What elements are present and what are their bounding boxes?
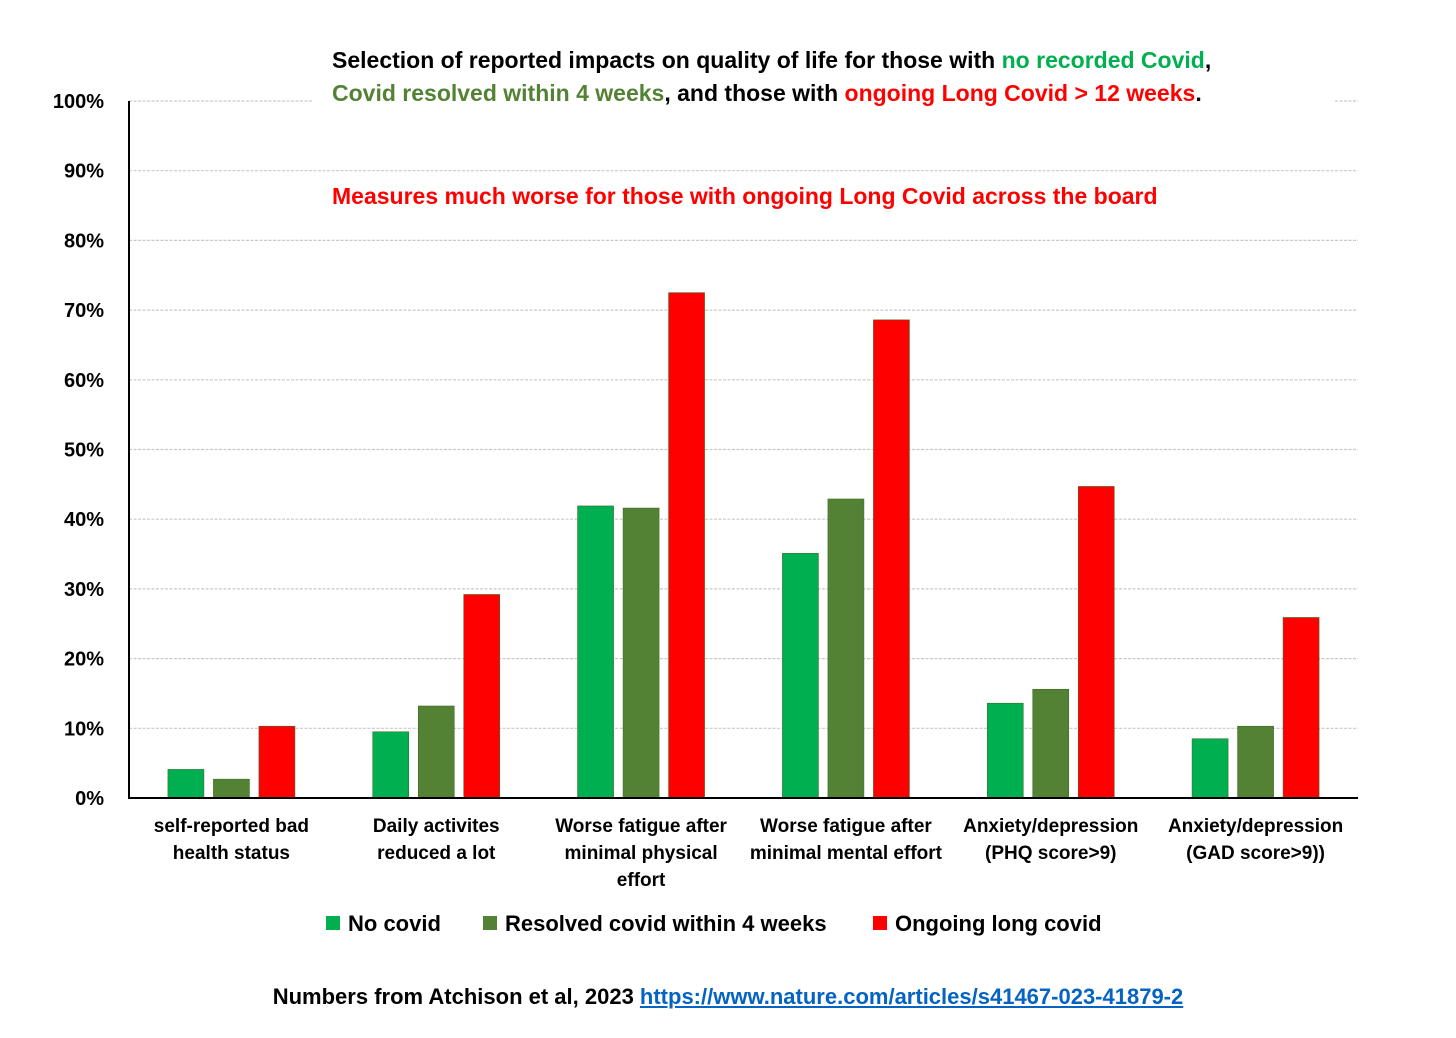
bar-resolved-covid-within-4-weeks — [1032, 688, 1070, 799]
bar-resolved-covid-within-4-weeks — [1237, 725, 1274, 799]
y-tick-label: 100% — [53, 91, 104, 113]
x-tick-label: Daily activites reduced a lot — [336, 813, 536, 867]
title-text-1: Selection of reported impacts on quality… — [332, 47, 1002, 73]
title-no-covid: no recorded Covid — [1001, 47, 1205, 73]
y-tick-label: 80% — [64, 230, 104, 252]
y-tick-label: 90% — [64, 161, 104, 183]
bar-no-covid — [372, 731, 410, 799]
x-tick-label: Anxiety/depression (PHQ score>9) — [951, 813, 1151, 867]
x-tick-label-line: minimal physical — [564, 843, 718, 864]
x-tick-label-line: Worse fatigue after — [555, 816, 727, 837]
title-text-4: . — [1195, 80, 1202, 106]
bar-ongoing-long-covid — [668, 292, 705, 799]
y-tick-label: 50% — [64, 440, 104, 462]
x-tick-label-line: (PHQ score>9) — [985, 843, 1117, 864]
bar-ongoing-long-covid — [1077, 486, 1115, 799]
y-tick-label: 30% — [64, 579, 104, 601]
source-link[interactable]: https://www.nature.com/articles/s41467-0… — [639, 984, 1184, 1009]
bar-no-covid — [782, 553, 819, 799]
chart-subtitle: Measures much worse for those with ongoi… — [332, 183, 1158, 209]
title-text-2: , — [1204, 47, 1212, 73]
x-tick-label-line: Anxiety/depression — [1167, 816, 1344, 837]
x-tick-label-line: self-reported bad — [153, 816, 309, 837]
bar-ongoing-long-covid — [463, 594, 501, 799]
legend-item-ongoing: Ongoing long covid — [873, 911, 1102, 937]
bar-ongoing-long-covid — [873, 319, 910, 799]
y-tick-label: 20% — [64, 649, 104, 671]
y-tick-label: 70% — [64, 300, 104, 322]
x-tick-label-line: reduced a lot — [377, 843, 496, 864]
bar-ongoing-long-covid — [1282, 617, 1320, 799]
bar-ongoing-long-covid — [258, 725, 296, 799]
source-citation: Numbers from Atchison et al, 2023 https:… — [0, 984, 1456, 1010]
x-tick-label-line: (GAD score>9)) — [1186, 843, 1325, 864]
bar-no-covid — [577, 505, 614, 799]
legend-item-no-covid: No covid — [326, 911, 441, 937]
title-ongoing: ongoing Long Covid > 12 weeks — [844, 80, 1196, 106]
x-tick-label-line: health status — [172, 843, 290, 864]
source-text: Numbers from Atchison et al, 2023 — [272, 984, 640, 1009]
bar-no-covid — [986, 702, 1024, 799]
bar-resolved-covid-within-4-weeks — [827, 498, 865, 799]
legend-label-ongoing: Ongoing long covid — [895, 911, 1102, 936]
x-tick-label: self-reported bad health status — [131, 813, 331, 867]
title-resolved: Covid resolved within 4 weeks — [332, 80, 665, 106]
x-tick-label-line: effort — [616, 870, 666, 891]
bar-no-covid — [1191, 738, 1229, 799]
bar-resolved-covid-within-4-weeks — [622, 507, 660, 799]
y-tick-label: 0% — [75, 788, 104, 810]
x-tick-label-line: Daily activites — [372, 816, 500, 837]
x-tick-label-line: minimal mental effort — [749, 843, 942, 864]
bar-resolved-covid-within-4-weeks — [213, 778, 250, 799]
x-tick-label: Worse fatigue after minimal mental effort — [746, 813, 946, 867]
y-tick-label: 10% — [64, 718, 104, 740]
bar-no-covid — [167, 769, 205, 799]
y-tick-label: 40% — [64, 509, 104, 531]
bar-resolved-covid-within-4-weeks — [417, 705, 455, 799]
x-tick-label: Worse fatigue after minimal physical effor… — [541, 813, 741, 894]
x-tick-label-line: Worse fatigue after — [760, 816, 932, 837]
y-tick-label: 60% — [64, 370, 104, 392]
title-text-3: , and those with — [664, 80, 845, 106]
legend-swatch-no-covid — [326, 916, 340, 930]
legend-item-resolved: Resolved covid within 4 weeks — [483, 911, 827, 937]
x-tick-label-line: Anxiety/depression — [963, 816, 1139, 837]
x-tick-label: Anxiety/depression (GAD score>9)) — [1156, 813, 1356, 867]
legend-swatch-resolved — [483, 916, 497, 930]
chart-title: Selection of reported impacts on quality… — [312, 44, 1334, 114]
legend-label-resolved: Resolved covid within 4 weeks — [505, 911, 827, 936]
legend-swatch-ongoing — [873, 916, 887, 930]
legend-label-no-covid: No covid — [348, 911, 441, 936]
